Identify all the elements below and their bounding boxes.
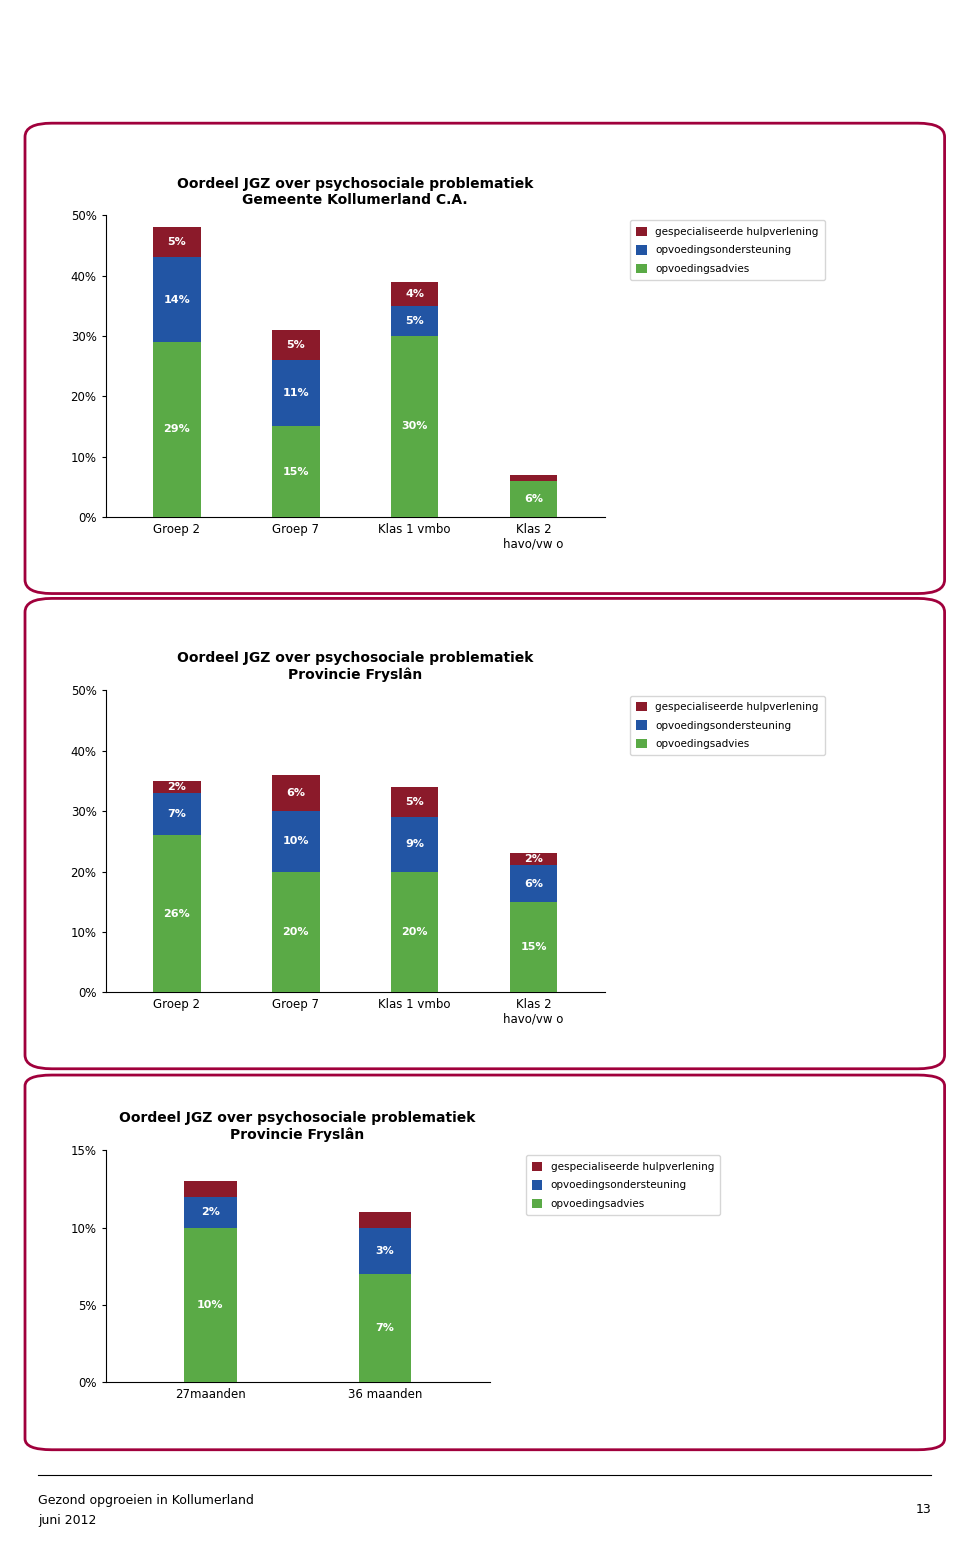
Text: 13: 13 (916, 1503, 931, 1515)
Legend: gespecialiseerde hulpverlening, opvoedingsondersteuning, opvoedingsadvies: gespecialiseerde hulpverlening, opvoedin… (630, 695, 825, 755)
Bar (154, 342, 201, 517)
Bar (272, 361, 320, 426)
Text: 6%: 6% (286, 788, 305, 799)
Text: 20%: 20% (282, 927, 309, 937)
Text: 5%: 5% (405, 797, 424, 807)
Bar (272, 426, 320, 517)
Bar (184, 1197, 236, 1228)
Bar (359, 1228, 411, 1274)
Bar (272, 330, 320, 361)
FancyBboxPatch shape (25, 599, 945, 1068)
Text: 4%: 4% (405, 288, 424, 299)
Bar (510, 481, 557, 517)
Bar (510, 865, 557, 901)
Bar (510, 475, 557, 481)
Text: 5%: 5% (168, 237, 186, 248)
Text: 11%: 11% (282, 389, 309, 398)
Text: 3%: 3% (375, 1246, 395, 1255)
FancyBboxPatch shape (25, 1074, 945, 1450)
Text: juni 2012: juni 2012 (38, 1514, 97, 1526)
Text: 2%: 2% (524, 854, 543, 864)
Text: 6%: 6% (524, 494, 543, 505)
Bar (359, 1274, 411, 1382)
Text: 9%: 9% (405, 839, 424, 850)
Text: 7%: 7% (375, 1324, 395, 1333)
Text: 20%: 20% (401, 927, 428, 937)
Text: 10%: 10% (197, 1300, 224, 1310)
FancyBboxPatch shape (25, 124, 945, 593)
Bar (359, 1212, 411, 1228)
Bar (510, 901, 557, 992)
Text: 5%: 5% (286, 341, 305, 350)
Text: 6%: 6% (524, 879, 543, 889)
Bar (154, 782, 201, 793)
Bar (391, 786, 439, 817)
Bar (154, 836, 201, 992)
Bar (184, 1181, 236, 1197)
Text: Gezond opgroeien in Kollumerland: Gezond opgroeien in Kollumerland (38, 1494, 254, 1506)
Text: 14%: 14% (163, 294, 190, 305)
Bar (272, 811, 320, 872)
Text: 26%: 26% (163, 909, 190, 920)
Bar (154, 793, 201, 836)
Title: Oordeel JGZ over psychosociale problematiek
Provincie Fryslân: Oordeel JGZ over psychosociale problemat… (119, 1111, 476, 1142)
Bar (391, 307, 439, 336)
Bar (154, 228, 201, 257)
Text: 29%: 29% (163, 424, 190, 435)
Text: 15%: 15% (282, 467, 309, 477)
Text: 10%: 10% (282, 836, 309, 847)
Bar (391, 817, 439, 872)
Bar (272, 776, 320, 811)
Bar (391, 336, 439, 517)
Bar (510, 853, 557, 865)
Legend: gespecialiseerde hulpverlening, opvoedingsondersteuning, opvoedingsadvies: gespecialiseerde hulpverlening, opvoedin… (525, 1155, 720, 1215)
Bar (184, 1228, 236, 1382)
Text: 2%: 2% (201, 1207, 220, 1217)
Text: 15%: 15% (520, 943, 547, 952)
Bar (391, 282, 439, 307)
Bar (154, 257, 201, 342)
Text: 7%: 7% (167, 810, 186, 819)
Title: Oordeel JGZ over psychosociale problematiek
Gemeente Kollumerland C.A.: Oordeel JGZ over psychosociale problemat… (177, 176, 534, 207)
Text: 2%: 2% (167, 782, 186, 793)
Title: Oordeel JGZ over psychosociale problematiek
Provincie Fryslân: Oordeel JGZ over psychosociale problemat… (177, 652, 534, 683)
Legend: gespecialiseerde hulpverlening, opvoedingsondersteuning, opvoedingsadvies: gespecialiseerde hulpverlening, opvoedin… (630, 220, 825, 280)
Text: 30%: 30% (401, 421, 428, 432)
Text: 5%: 5% (405, 316, 424, 325)
Bar (272, 872, 320, 992)
Bar (391, 872, 439, 992)
